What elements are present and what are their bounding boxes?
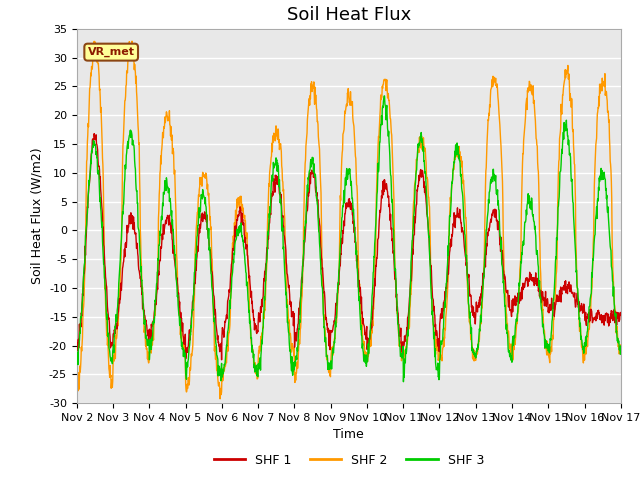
- SHF 3: [434, 360, 442, 366]
- Line: SHF 3: SHF 3: [77, 96, 621, 382]
- SHF 2: [617, 347, 625, 353]
- SHF 2: [128, 38, 136, 44]
- SHF 3: [73, 353, 81, 359]
- SHF 1: [255, 312, 263, 317]
- Legend: SHF 1, SHF 2, SHF 3: SHF 1, SHF 2, SHF 3: [209, 449, 489, 472]
- SHF 1: [181, 340, 189, 346]
- SHF 3: [553, 237, 561, 243]
- SHF 1: [617, 312, 625, 318]
- SHF 1: [195, 248, 202, 253]
- SHF 2: [216, 396, 224, 402]
- SHF 1: [434, 343, 442, 349]
- SHF 2: [73, 388, 81, 394]
- SHF 3: [399, 379, 407, 384]
- SHF 3: [617, 343, 625, 349]
- SHF 1: [218, 357, 225, 363]
- SHF 1: [553, 292, 561, 298]
- SHF 3: [381, 93, 388, 99]
- Text: VR_met: VR_met: [88, 47, 134, 57]
- SHF 3: [194, 223, 202, 228]
- SHF 2: [195, 199, 202, 205]
- SHF 1: [73, 347, 81, 353]
- Line: SHF 2: SHF 2: [77, 41, 621, 399]
- SHF 2: [181, 349, 189, 355]
- X-axis label: Time: Time: [333, 429, 364, 442]
- SHF 2: [505, 334, 513, 340]
- SHF 3: [255, 366, 262, 372]
- SHF 1: [90, 131, 98, 136]
- SHF 3: [505, 347, 513, 353]
- SHF 1: [505, 297, 513, 302]
- SHF 2: [255, 343, 263, 349]
- SHF 2: [553, 260, 561, 266]
- Line: SHF 1: SHF 1: [77, 133, 621, 360]
- Y-axis label: Soil Heat Flux (W/m2): Soil Heat Flux (W/m2): [30, 148, 44, 284]
- Title: Soil Heat Flux: Soil Heat Flux: [287, 6, 411, 24]
- SHF 2: [434, 341, 442, 347]
- SHF 3: [180, 354, 188, 360]
